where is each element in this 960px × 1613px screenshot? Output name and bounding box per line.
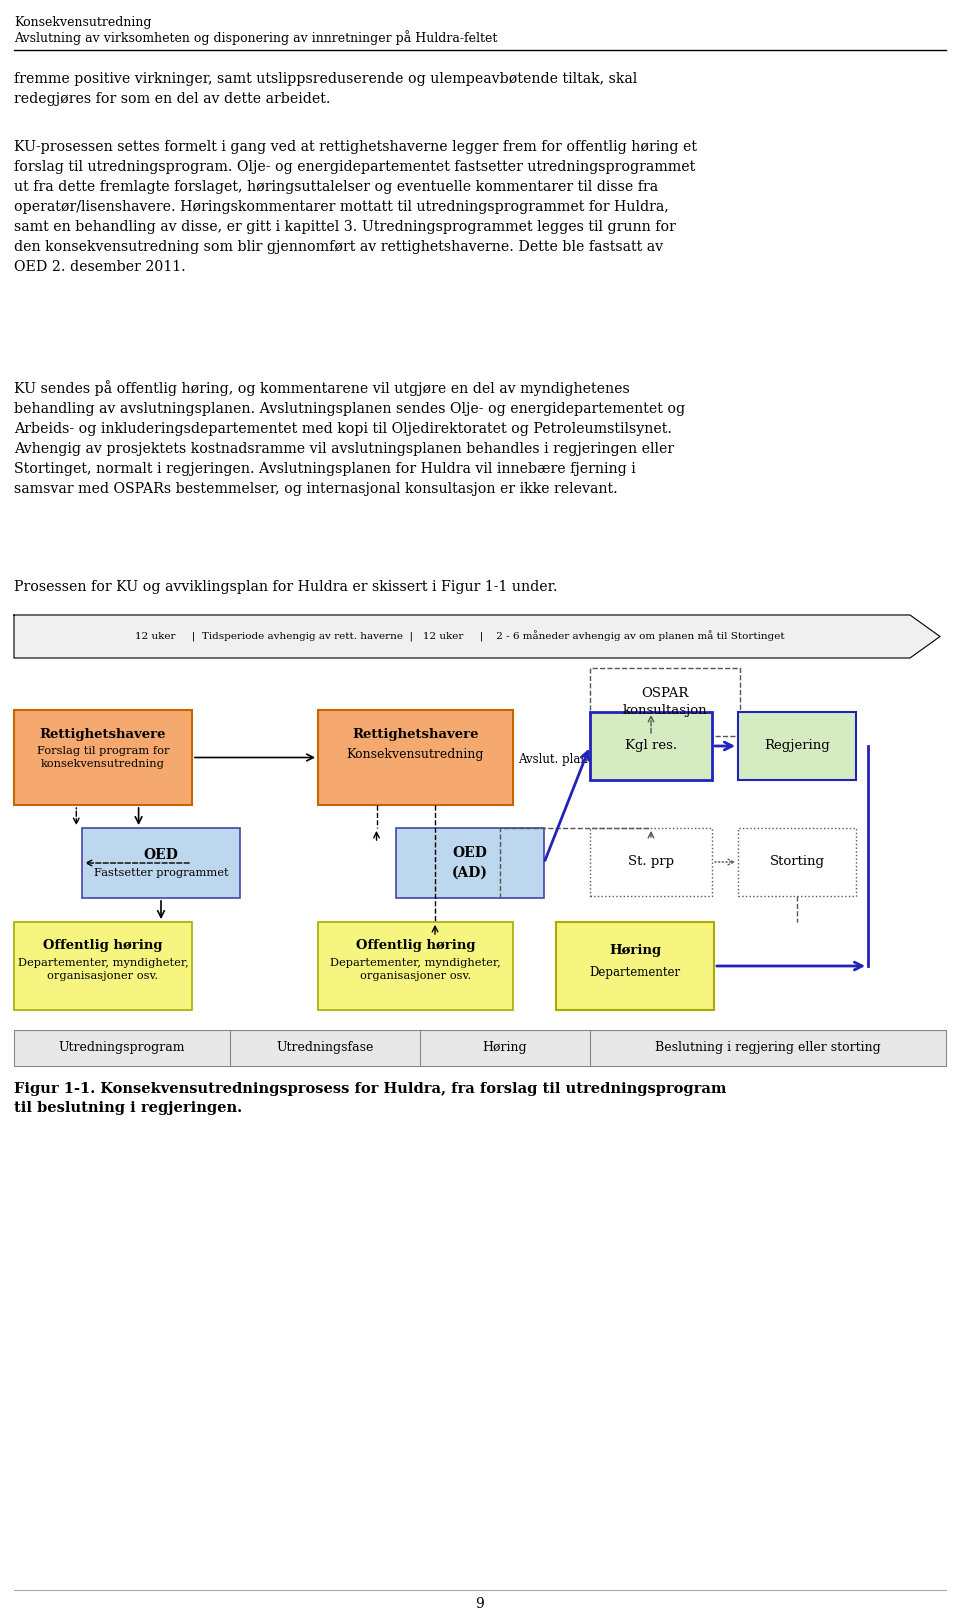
Text: Forslag til program for
konsekvensutredning: Forslag til program for konsekvensutredn…	[36, 745, 169, 769]
FancyBboxPatch shape	[396, 827, 544, 898]
Text: Utredningsfase: Utredningsfase	[276, 1042, 373, 1055]
Text: Konsekvensutredning: Konsekvensutredning	[14, 16, 152, 29]
Text: Kgl res.: Kgl res.	[625, 739, 677, 753]
Polygon shape	[14, 615, 940, 658]
Text: Regjering: Regjering	[764, 739, 829, 753]
Text: Departementer: Departementer	[589, 966, 681, 979]
Text: OSPAR
konsultasjon: OSPAR konsultasjon	[623, 687, 708, 718]
FancyBboxPatch shape	[590, 668, 740, 736]
Text: Storting: Storting	[770, 855, 825, 868]
FancyBboxPatch shape	[590, 827, 712, 895]
FancyBboxPatch shape	[14, 923, 192, 1010]
Text: St. prp: St. prp	[628, 855, 674, 868]
FancyBboxPatch shape	[738, 711, 856, 781]
Text: Departementer, myndigheter,
organisasjoner osv.: Departementer, myndigheter, organisasjon…	[17, 958, 188, 981]
FancyBboxPatch shape	[590, 711, 712, 781]
FancyBboxPatch shape	[556, 923, 714, 1010]
Text: Høring: Høring	[609, 944, 661, 957]
Text: fremme positive virkninger, samt utslippsreduserende og ulempeavbøtende tiltak, : fremme positive virkninger, samt utslipp…	[14, 73, 637, 106]
Text: KU-prosessen settes formelt i gang ved at rettighetshaverne legger frem for offe: KU-prosessen settes formelt i gang ved a…	[14, 140, 697, 274]
Text: (AD): (AD)	[452, 866, 488, 881]
Text: Utredningsprogram: Utredningsprogram	[59, 1042, 185, 1055]
Text: Beslutning i regjering eller storting: Beslutning i regjering eller storting	[655, 1042, 881, 1055]
FancyBboxPatch shape	[318, 923, 513, 1010]
Text: Avslutning av virksomheten og disponering av innretninger på Huldra-feltet: Avslutning av virksomheten og disponerin…	[14, 31, 497, 45]
FancyBboxPatch shape	[14, 710, 192, 805]
Text: Offentlig høring: Offentlig høring	[43, 939, 163, 952]
Text: til beslutning i regjeringen.: til beslutning i regjeringen.	[14, 1102, 242, 1115]
Text: Rettighetshavere: Rettighetshavere	[352, 727, 479, 740]
Text: 9: 9	[475, 1597, 485, 1611]
Text: OED: OED	[144, 848, 179, 861]
Text: Fastsetter programmet: Fastsetter programmet	[94, 868, 228, 877]
FancyBboxPatch shape	[82, 827, 240, 898]
Text: Avslut. plan: Avslut. plan	[518, 753, 588, 766]
Text: Departementer, myndigheter,
organisasjoner osv.: Departementer, myndigheter, organisasjon…	[330, 958, 501, 981]
Text: Figur 1-1. Konsekvensutredningsprosess for Huldra, fra forslag til utredningspro: Figur 1-1. Konsekvensutredningsprosess f…	[14, 1082, 727, 1095]
Text: Offentlig høring: Offentlig høring	[356, 939, 475, 952]
Text: Konsekvensutredning: Konsekvensutredning	[347, 748, 484, 761]
FancyBboxPatch shape	[738, 827, 856, 895]
Text: KU sendes på offentlig høring, og kommentarene vil utgjøre en del av myndigheten: KU sendes på offentlig høring, og kommen…	[14, 381, 685, 497]
Text: Prosessen for KU og avviklingsplan for Huldra er skissert i Figur 1-1 under.: Prosessen for KU og avviklingsplan for H…	[14, 581, 558, 594]
Text: Rettighetshavere: Rettighetshavere	[39, 727, 166, 740]
Text: Høring: Høring	[483, 1042, 527, 1055]
Text: 12 uker     |  Tidsperiode avhengig av rett. haverne  |   12 uker     |    2 - 6: 12 uker | Tidsperiode avhengig av rett. …	[135, 631, 785, 642]
FancyBboxPatch shape	[14, 1031, 946, 1066]
Text: OED: OED	[452, 845, 488, 860]
FancyBboxPatch shape	[318, 710, 513, 805]
